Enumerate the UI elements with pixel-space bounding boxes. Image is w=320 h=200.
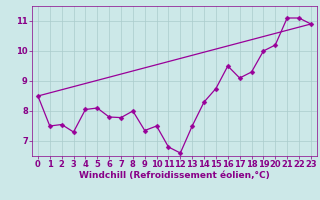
X-axis label: Windchill (Refroidissement éolien,°C): Windchill (Refroidissement éolien,°C) <box>79 171 270 180</box>
